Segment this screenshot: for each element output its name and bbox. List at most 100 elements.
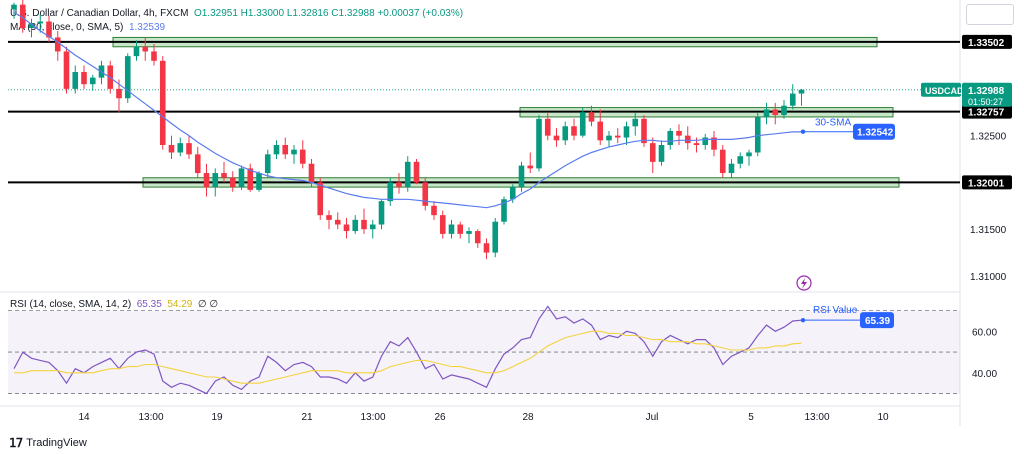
candle: [597, 109, 604, 145]
candle-body: [448, 224, 455, 234]
candle: [527, 152, 534, 174]
candle: [606, 130, 612, 147]
candle-body: [527, 165, 534, 169]
candle-body: [387, 182, 394, 202]
candle: [781, 100, 787, 119]
candle-body: [728, 163, 735, 174]
candle: [501, 196, 507, 225]
candle: [719, 145, 726, 178]
candle: [124, 53, 131, 103]
candle-body: [676, 130, 682, 136]
candle-body: [273, 145, 280, 155]
ma-legend[interactable]: MA (30, close, 0, SMA, 5) 1.32539: [10, 22, 165, 33]
candle-body: [754, 116, 761, 153]
candle: [789, 84, 796, 110]
candle-body: [544, 118, 551, 136]
candle: [334, 212, 341, 230]
candle-body: [361, 219, 367, 230]
candle-body: [54, 37, 61, 52]
candle-body: [413, 161, 420, 183]
candle-body: [229, 177, 236, 188]
candle: [614, 128, 621, 144]
candle-body: [133, 46, 140, 57]
candle: [186, 135, 192, 160]
rsi-line: [13, 305, 802, 395]
candle-body: [151, 51, 157, 61]
candle: [159, 56, 166, 150]
candle-body: [719, 149, 726, 174]
candle-body: [536, 118, 542, 169]
chart-settings-button[interactable]: [966, 4, 1014, 25]
candle: [387, 177, 394, 206]
rsi-legend[interactable]: RSI (14, close, SMA, 14, 2) 65.35 54.29 …: [10, 299, 218, 310]
candle: [737, 152, 744, 169]
candle-body: [264, 154, 271, 174]
candle: [746, 149, 752, 166]
candle-body: [299, 149, 306, 164]
time-tick-label: 26: [434, 412, 446, 423]
candle-body: [632, 118, 639, 127]
candle: [588, 105, 595, 127]
candle-body: [597, 121, 604, 141]
candle: [203, 163, 210, 197]
candle: [632, 112, 639, 136]
candle-body: [684, 135, 691, 144]
lightning-icon: [796, 275, 812, 291]
candle-body: [81, 72, 87, 85]
candle-body: [501, 199, 507, 222]
price-tick-label: 1.32500: [970, 132, 1007, 143]
rsi-label: RSI (14, close, SMA, 14, 2): [10, 299, 132, 310]
candle: [194, 146, 201, 178]
candle-body: [658, 145, 665, 162]
candle-body: [693, 143, 700, 145]
candle-body: [422, 182, 429, 206]
rsi-ma-line: [14, 330, 802, 384]
time-tick-label: 19: [211, 412, 223, 423]
candle-body: [142, 46, 149, 52]
tradingview-logo[interactable]: 𝟣𝟩 TradingView: [9, 436, 87, 450]
candle: [641, 115, 647, 147]
candle-body: [562, 126, 569, 141]
candle-body: [781, 105, 787, 116]
candle: [658, 140, 665, 166]
time-tick-label: 13:00: [138, 412, 163, 423]
candle: [422, 177, 429, 211]
candle-body: [212, 173, 219, 188]
candle: [676, 124, 682, 145]
candle: [754, 112, 761, 157]
candle: [483, 238, 490, 260]
candle: [518, 161, 525, 192]
rsi-callout-dot: [800, 317, 806, 323]
candle: [221, 161, 227, 183]
time-tick-label: 10: [877, 412, 889, 423]
candle-body: [571, 126, 577, 136]
candle: [439, 210, 446, 239]
candle-body: [63, 51, 70, 89]
candle: [46, 15, 52, 43]
ma-label: MA (30, close, 0, SMA, 5): [10, 22, 124, 33]
chart-header: U.S. Dollar / Canadian Dollar, 4h, FXCM …: [10, 8, 463, 19]
candle-body: [256, 173, 262, 190]
candle-body: [623, 126, 630, 138]
candle: [89, 74, 96, 91]
rsi-extras: ∅ ∅: [197, 299, 219, 310]
sma-callout-text: 30-SMA: [815, 118, 851, 129]
candle-body: [509, 187, 516, 200]
candle-body: [439, 215, 446, 234]
ma-line: [13, 11, 802, 209]
time-tick-label: 5: [748, 412, 754, 423]
candle: [536, 115, 542, 172]
candle-body: [317, 182, 324, 216]
candle: [711, 130, 717, 157]
candle: [326, 210, 332, 230]
level-tag-label: 1.33502: [968, 38, 1005, 49]
candle: [623, 121, 630, 145]
rsi-tick-label: 60.00: [972, 327, 997, 338]
candle: [667, 128, 674, 150]
countdown-label: 01:50:27: [968, 97, 1003, 107]
candle-body: [378, 201, 385, 225]
symbol-title: U.S. Dollar / Canadian Dollar, 4h, FXCM: [10, 8, 189, 19]
lightning-icon-bolt: [801, 278, 807, 289]
candle: [168, 135, 175, 160]
